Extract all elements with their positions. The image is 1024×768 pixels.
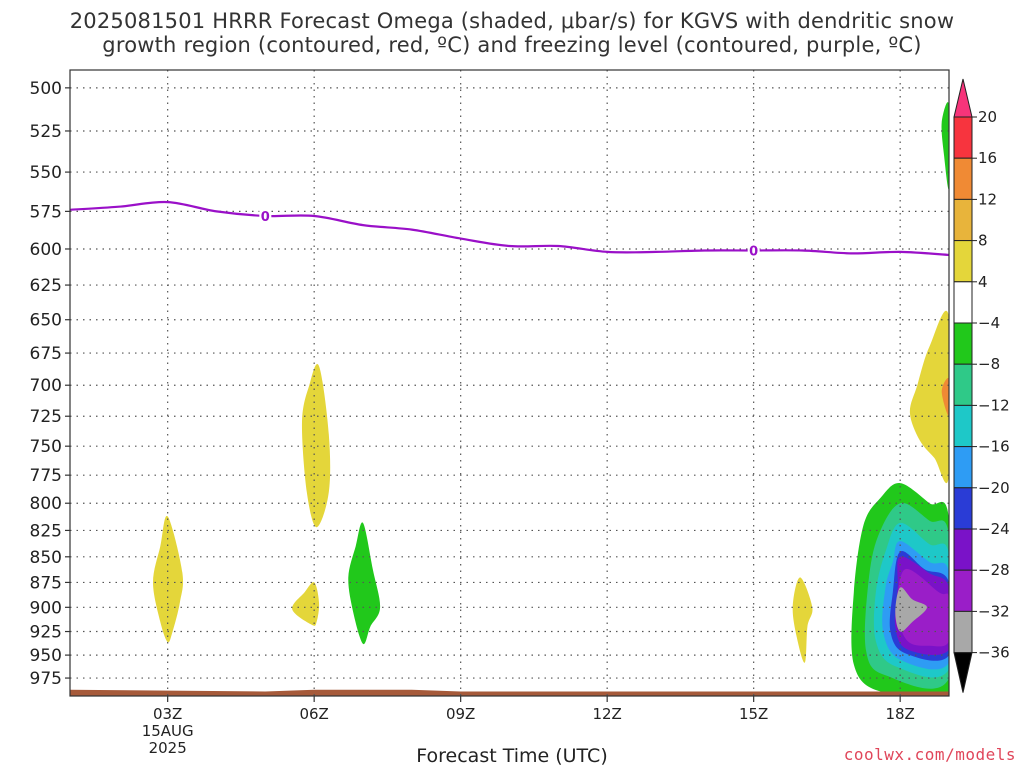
colorbar-label: −4 [978, 314, 1000, 332]
colorbar-box [953, 322, 973, 365]
y-tick-label: 525 [30, 122, 62, 142]
y-tick-label: 825 [30, 521, 62, 541]
colorbar-box [953, 610, 973, 654]
y-tick-label: 800 [30, 494, 62, 514]
y-tick-label: 750 [30, 437, 62, 457]
y-tick-label: 900 [30, 598, 62, 618]
freezing-level-label-bg [747, 242, 760, 259]
freezing-level-line [70, 200, 949, 256]
x-tick-label: 12Z [592, 705, 621, 723]
colorbar-label: 12 [978, 190, 997, 208]
omega-region [895, 587, 927, 632]
x-date-label: 2025 [149, 739, 187, 757]
y-tick-label: 850 [30, 548, 62, 568]
colorbar-box [953, 363, 973, 406]
omega-region [941, 378, 949, 417]
y-tick-label: 600 [30, 240, 62, 260]
colorbar-label: −8 [978, 355, 1000, 373]
credit-link[interactable]: coolwx.com/models [843, 745, 1016, 764]
chart-title-line2: growth region (contoured, red, ºC) and f… [102, 33, 922, 57]
colorbar-label: −16 [978, 438, 1010, 456]
colorbar-box [953, 404, 973, 448]
y-tick-label: 625 [30, 276, 62, 296]
omega-region [348, 522, 381, 645]
colorbar-box [953, 487, 973, 530]
colorbar-box [953, 116, 973, 159]
grid-lines [70, 70, 949, 696]
omega-shaded-regions [70, 102, 949, 696]
colorbar-box [953, 446, 973, 489]
x-tick-label: 03Z [153, 705, 182, 723]
x-date-label: 15AUG [142, 722, 194, 740]
x-tick-label: 06Z [299, 705, 328, 723]
omega-region [941, 102, 949, 190]
x-tick-label: 09Z [446, 705, 475, 723]
freezing-level-label-bg [259, 207, 272, 224]
y-tick-label: 650 [30, 311, 62, 331]
colorbar-label: −20 [978, 479, 1010, 497]
x-axis-title: Forecast Time (UTC) [416, 745, 608, 767]
plot-frame [69, 69, 950, 697]
freezing-level-layer: 00 [70, 200, 949, 259]
y-tick-label: 700 [30, 376, 62, 396]
colorbar-label: 20 [978, 108, 997, 126]
y-tick-label: 950 [30, 646, 62, 666]
colorbar-label: −24 [978, 520, 1010, 538]
colorbar: 20 16 12 8 4 −4 −8 −12 −16 −20 −24 −28 −32 −36 [953, 78, 1010, 693]
freezing-level-label: 0 [261, 210, 270, 225]
colorbar-label: 8 [978, 232, 988, 250]
colorbar-box [953, 157, 973, 200]
colorbar-label: −36 [978, 644, 1010, 662]
colorbar-label: 16 [978, 149, 997, 167]
y-tick-label: 500 [30, 79, 62, 99]
y-tick-label: 725 [30, 407, 62, 427]
colorbar-box [953, 528, 973, 571]
y-tick-label: 875 [30, 573, 62, 593]
colorbar-label: −28 [978, 561, 1010, 579]
colorbar-top-arrow [953, 78, 973, 118]
chart-title-line1: 2025081501 HRRR Forecast Omega (shaded, … [69, 9, 955, 33]
y-tick-label: 575 [30, 202, 62, 222]
colorbar-box [953, 569, 973, 612]
colorbar-box [953, 281, 973, 324]
x-tick-label: 18Z [885, 705, 914, 723]
colorbar-label: −12 [978, 396, 1010, 414]
y-tick-label: 675 [30, 344, 62, 364]
colorbar-box [953, 198, 973, 242]
ground-band [70, 689, 949, 696]
y-tick-label: 775 [30, 466, 62, 486]
omega-region [153, 515, 184, 643]
colorbar-label: 4 [978, 273, 988, 291]
colorbar-bottom-arrow [953, 652, 973, 693]
y-tick-label: 550 [30, 163, 62, 183]
y-axis: 500 525 550 575 600 625 650 675 700 725 750 775 800 8… [30, 79, 70, 689]
y-tick-label: 975 [30, 669, 62, 689]
omega-region [909, 310, 949, 484]
omega-region [301, 364, 331, 528]
colorbar-label: −32 [978, 602, 1010, 620]
freezing-level-label: 0 [749, 244, 758, 259]
y-tick-label: 925 [30, 623, 62, 643]
omega-region [292, 582, 320, 626]
colorbar-box [953, 240, 973, 283]
x-tick-label: 15Z [739, 705, 768, 723]
omega-region [792, 577, 813, 663]
